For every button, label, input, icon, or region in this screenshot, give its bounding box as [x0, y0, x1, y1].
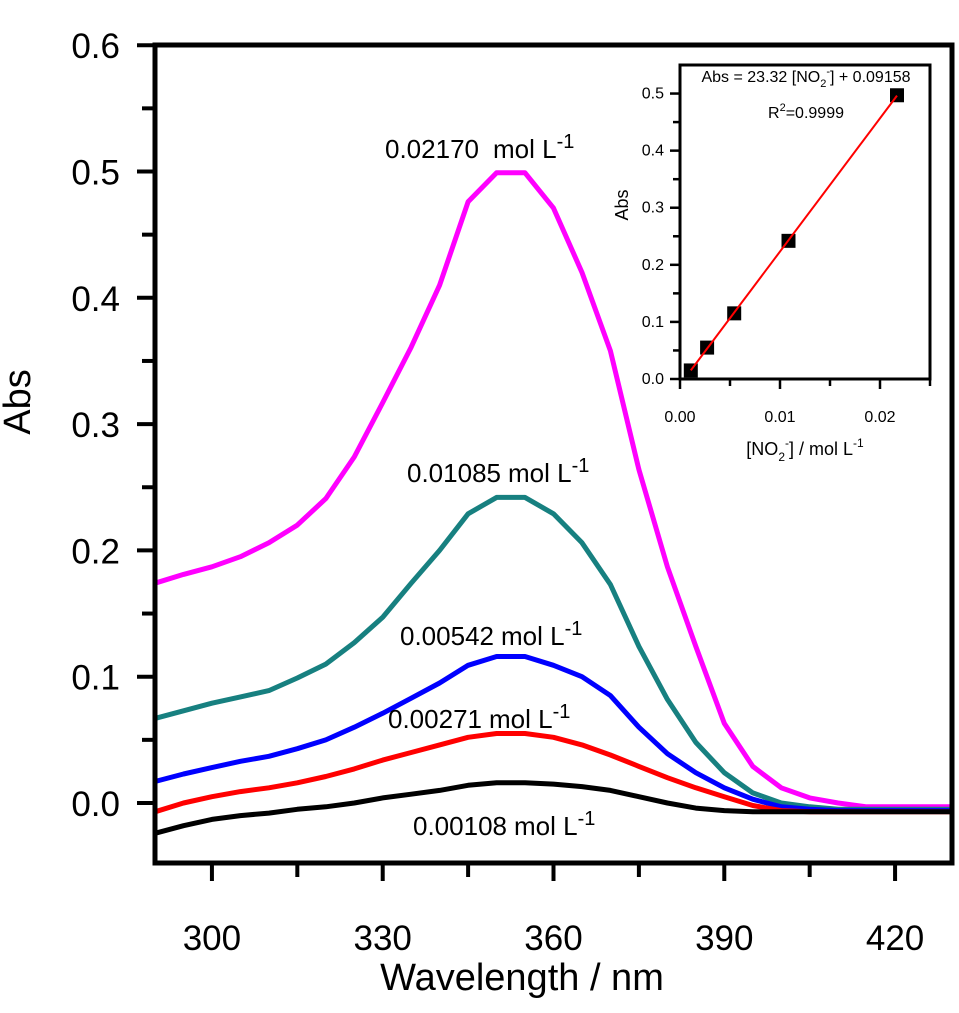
x-tick-label: 360: [524, 919, 582, 958]
series-label-unit: mol L: [501, 621, 565, 651]
equation-sup: -: [826, 66, 830, 78]
x-tick-label: 390: [695, 919, 753, 958]
r2-part: =0.9999: [786, 105, 844, 122]
series-label-conc: 0.00108: [413, 811, 507, 841]
series-label-exponent: -1: [557, 131, 575, 153]
inset-y-tick-label: 0.3: [642, 200, 664, 217]
y-tick-label: 0.2: [71, 532, 120, 571]
inset-xlabel-part: ] / mol L: [789, 439, 853, 459]
inset-xlabel-part: [NO: [746, 439, 778, 459]
x-tick-label: 420: [866, 919, 924, 958]
series-label: 0.01085 mol L-1: [407, 455, 589, 488]
y-tick-label: 0.6: [71, 27, 120, 66]
x-tick-label: 330: [354, 919, 412, 958]
series-label: 0.00542 mol L-1: [400, 618, 582, 651]
inset-fit-line: [690, 95, 898, 371]
y-tick-label: 0.1: [71, 659, 120, 698]
y-axis-title: Abs: [0, 369, 39, 434]
inset-frame: [678, 63, 932, 381]
series-label-unit: mol L: [489, 704, 553, 734]
inset-x-axis-title: [NO2-] / mol L-1: [746, 436, 864, 464]
y-tick-label: 0.3: [71, 406, 120, 445]
series-label: 0.00108 mol L-1: [413, 808, 595, 841]
y-tick-label: 0.5: [71, 154, 120, 193]
series-label-conc: 0.02170: [385, 134, 479, 164]
inset-y-axis-title: Abs: [612, 189, 632, 220]
series-label-exponent: -1: [572, 455, 590, 477]
series-label-unit: mol L: [508, 458, 572, 488]
inset-xlabel-sup: -: [785, 436, 789, 450]
series-label: 0.02170 mol L-1: [385, 131, 574, 164]
r2-part: R: [768, 105, 780, 122]
series-label-conc: 0.00542: [400, 621, 494, 651]
inset-x-tick-label: 0.01: [764, 409, 795, 426]
inset-y-tick-label: 0.2: [642, 257, 664, 274]
y-tick-label: 0.4: [71, 280, 120, 319]
inset-chart: 0.00 0.01 0.020.00.10.20.30.40.5[NO2-] / m…: [612, 63, 932, 464]
inset-data-point: [890, 88, 904, 103]
series-label: 0.00271 mol L-1: [388, 701, 570, 734]
x-axis-title: Wavelength / nm: [380, 957, 664, 999]
series-line-0.00108: [154, 780, 952, 836]
series-line-0.01085: [154, 494, 952, 812]
inset-x-tick-label: 0.00: [664, 409, 695, 426]
inset-equation: Abs = 23.32 [NO2-] + 0.09158: [701, 66, 910, 90]
series-label-exponent: -1: [553, 701, 571, 723]
series-label-conc: 0.00271: [388, 704, 482, 734]
r2-sup: 2: [780, 102, 786, 114]
inset-xlabel-exp: -1: [853, 436, 864, 450]
inset-r-squared: R2=0.9999: [768, 102, 844, 122]
equation-part: ] + 0.09158: [830, 69, 911, 86]
inset-y-tick-label: 0.0: [642, 371, 664, 388]
series-line-0.02170: [154, 170, 952, 810]
series-label-exponent: -1: [578, 808, 596, 830]
equation-part: Abs = 23.32 [NO: [701, 69, 820, 86]
series-label-conc: 0.01085: [407, 458, 501, 488]
y-tick-label: 0.0: [71, 785, 120, 824]
inset-y-tick-label: 0.5: [642, 86, 664, 103]
inset-xlabel-sub: 2: [778, 450, 785, 464]
series-label-exponent: -1: [565, 618, 583, 640]
inset-y-tick-label: 0.1: [642, 314, 664, 331]
equation-sub: 2: [820, 78, 826, 90]
inset-x-tick-label: 0.02: [864, 409, 895, 426]
inset-data-point: [683, 363, 698, 378]
series-group: [154, 170, 952, 836]
series-label-unit: mol L: [514, 811, 578, 841]
x-tick-label: 300: [183, 919, 241, 958]
series-label-unit: mol L: [493, 134, 557, 164]
inset-y-tick-label: 0.4: [642, 143, 664, 160]
